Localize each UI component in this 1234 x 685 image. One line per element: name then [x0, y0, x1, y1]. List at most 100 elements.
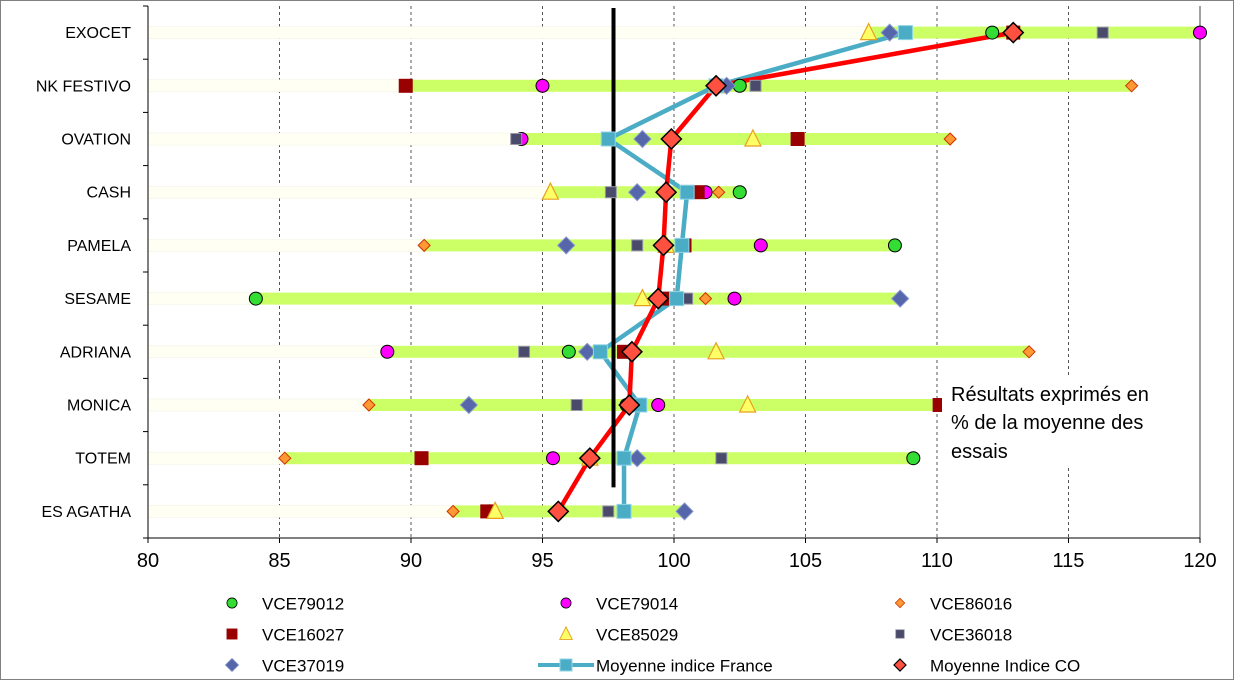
point-moyenne-indice-france — [592, 344, 608, 360]
point-vce85029 — [707, 341, 726, 360]
point-vce37019 — [459, 395, 479, 415]
point-vce79012 — [732, 185, 747, 200]
point-vce86016 — [417, 238, 431, 253]
category-label: NK FESTIVO — [36, 78, 131, 95]
point-vce85029 — [743, 128, 762, 147]
point-vce85029 — [859, 22, 878, 41]
legend-item: VCE79014 — [560, 595, 678, 614]
legend-label: VCE86016 — [930, 595, 1012, 614]
range-bar-base — [147, 292, 257, 305]
point-moyenne-indice-co — [652, 234, 675, 257]
range-bar — [516, 133, 951, 145]
legend-item: VCE16027 — [226, 626, 344, 645]
point-vce85029 — [633, 288, 652, 307]
point-vce86016 — [1022, 345, 1036, 359]
point-vce86016 — [1124, 79, 1139, 93]
annotation-line: % de la moyenne des — [951, 412, 1143, 434]
point-vce36018 — [1096, 26, 1109, 39]
legend-marker — [893, 658, 907, 672]
legend-item: VCE86016 — [894, 595, 1012, 614]
x-tick-label: 100 — [657, 550, 690, 572]
range-bar — [868, 26, 1200, 39]
point-moyenne-indice-france — [674, 237, 690, 253]
legend-marker — [226, 597, 238, 609]
x-tick-label: 80 — [137, 550, 159, 572]
point-vce79012 — [561, 344, 576, 359]
legend-marker — [226, 628, 238, 640]
point-vce36018 — [510, 133, 523, 145]
point-moyenne-indice-france — [679, 184, 695, 200]
point-moyenne-indice-co — [1002, 21, 1025, 44]
point-moyenne-indice-co — [660, 127, 683, 151]
legend-label: VCE79012 — [262, 595, 344, 614]
legend-label: VCE16027 — [262, 626, 344, 645]
legend-item: Moyenne indice France — [538, 657, 773, 676]
point-vce37019 — [675, 502, 694, 521]
annotation-line: essais — [951, 441, 1008, 463]
range-bar-base — [147, 505, 454, 518]
point-vce79014 — [753, 238, 768, 253]
point-moyenne-indice-france — [616, 503, 632, 519]
range-bar-base — [147, 79, 406, 93]
point-vce79012 — [985, 25, 1000, 40]
point-vce37019 — [556, 236, 576, 255]
category-label: EXOCET — [65, 25, 131, 42]
range-bar-base — [147, 239, 425, 252]
point-vce86016 — [712, 185, 726, 199]
x-tick-label: 85 — [268, 550, 290, 572]
legend-label: VCE85029 — [596, 626, 678, 645]
point-vce36018 — [518, 345, 531, 358]
point-vce37019 — [890, 289, 910, 308]
point-vce86016 — [278, 451, 292, 465]
point-moyenne-indice-france — [616, 450, 632, 466]
point-moyenne-indice-co — [578, 447, 601, 470]
legend-label: VCE37019 — [262, 657, 344, 676]
point-vce86016 — [698, 291, 713, 306]
legend-marker — [224, 657, 240, 673]
point-moyenne-indice-co — [655, 181, 678, 204]
legend-label: VCE36018 — [930, 626, 1012, 645]
point-moyenne-indice-co — [620, 340, 643, 363]
point-vce85029 — [541, 181, 560, 200]
range-bar-base — [147, 398, 370, 412]
legend-marker — [559, 625, 573, 640]
point-vce79014 — [651, 398, 666, 412]
category-label: ADRIANA — [60, 344, 131, 361]
legend-item: VCE85029 — [559, 625, 678, 645]
x-tick-label: 95 — [531, 550, 553, 572]
plot-area: 80 85 90 95 100 105 110 115 120 EXOCET NK FESTIVO O… — [36, 5, 1217, 572]
point-vce79014 — [535, 78, 550, 93]
point-vce85029 — [738, 394, 757, 413]
point-moyenne-indice-co — [705, 74, 728, 97]
point-moyenne-indice-co — [547, 500, 570, 523]
annotation: Résultats exprimés en % de la moyenne de… — [942, 376, 1197, 467]
range-bar — [387, 345, 1030, 358]
category-label: TOTEM — [75, 451, 131, 468]
legend: VCE79012 VCE79014 VCE86016 VCE16027 VCE85029… — [224, 595, 1080, 676]
range-bar-base — [147, 451, 286, 465]
point-vce37019 — [633, 129, 652, 149]
range-bar-base — [147, 26, 869, 39]
point-moyenne-indice-france — [669, 291, 685, 307]
category-label: OVATION — [61, 132, 131, 149]
category-label: ES AGATHA — [41, 504, 131, 521]
point-vce16027 — [398, 78, 413, 93]
range-bar — [255, 292, 901, 305]
point-vce36018 — [570, 399, 583, 411]
point-vce79012 — [248, 291, 263, 306]
legend-label: Moyenne Indice CO — [930, 657, 1080, 676]
point-moyenne-indice-co — [618, 393, 641, 417]
point-vce79014 — [727, 291, 742, 306]
point-vce79012 — [906, 451, 921, 466]
point-vce86016 — [446, 504, 460, 519]
legend-marker — [559, 658, 573, 672]
category-label: SESAME — [64, 291, 131, 308]
range-bar-base — [147, 185, 551, 199]
point-vce79014 — [1193, 25, 1207, 40]
point-vce16027 — [414, 451, 429, 466]
range-bar-base — [147, 132, 517, 146]
legend-label: VCE79014 — [596, 595, 678, 614]
x-tick-label: 115 — [1053, 550, 1085, 572]
legend-item: VCE79012 — [226, 595, 344, 614]
